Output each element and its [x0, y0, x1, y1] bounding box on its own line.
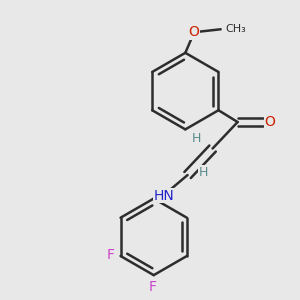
Text: F: F	[148, 280, 156, 294]
Text: HN: HN	[154, 189, 174, 202]
Text: F: F	[106, 248, 114, 262]
Text: H: H	[192, 132, 201, 145]
Text: O: O	[189, 25, 200, 39]
Text: CH₃: CH₃	[225, 24, 246, 34]
Text: O: O	[265, 115, 275, 129]
Text: H: H	[199, 166, 208, 178]
